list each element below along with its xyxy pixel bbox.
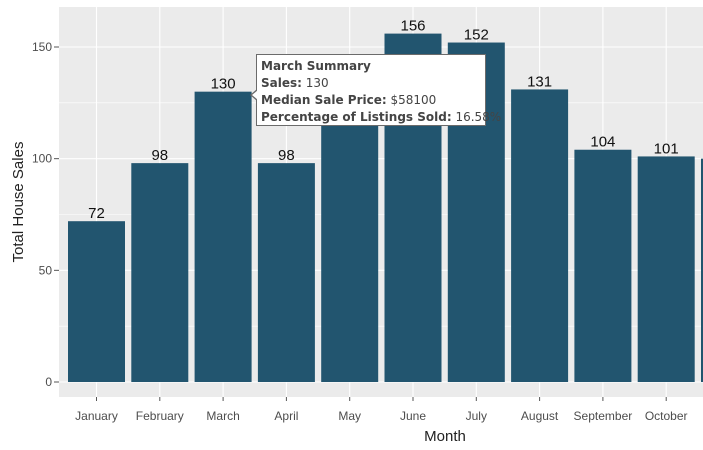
bar-value-label: 131 [527, 73, 552, 90]
hover-tooltip: March Summary Sales: 130 Median Sale Pri… [250, 54, 501, 126]
bar-march[interactable] [194, 91, 252, 383]
x-tick-label: May [338, 409, 361, 423]
y-axis: 0 50 100 150 [32, 40, 59, 389]
value-labels: 729813098141156152131104101 [88, 18, 679, 223]
bar-value-label: 101 [654, 140, 679, 157]
bar-august[interactable] [511, 89, 569, 382]
x-tick-label: April [274, 409, 298, 423]
x-tick-label: October [645, 409, 688, 423]
x-tick-label: September [574, 409, 633, 423]
bar-april[interactable] [257, 163, 315, 382]
x-tick-label: February [136, 409, 184, 423]
tooltip-title: March Summary [261, 59, 371, 73]
bar-value-label: 72 [88, 205, 105, 222]
x-tick-label: July [466, 409, 487, 423]
bar-value-label: 156 [400, 18, 425, 35]
y-tick-label: 0 [45, 375, 52, 389]
tooltip-median-label: Median Sale Price: [261, 93, 387, 107]
bar-value-label: 104 [590, 134, 615, 151]
bar-value-label: 130 [211, 76, 236, 93]
x-tick-label: March [206, 409, 239, 423]
y-tick-label: 150 [32, 40, 52, 54]
y-tick-label: 50 [39, 263, 53, 277]
tooltip-median-value: $58100 [390, 93, 437, 107]
y-tick-label: 100 [32, 152, 52, 166]
y-axis-title: Total House Sales [10, 142, 27, 263]
bar-october[interactable] [637, 156, 695, 382]
bar-value-label: 98 [278, 147, 295, 164]
bar-september[interactable] [574, 149, 632, 382]
bar-value-label: 152 [464, 27, 489, 44]
x-tick-label: June [400, 409, 426, 423]
bar-value-label: 98 [151, 147, 168, 164]
tooltip-pct-value: 16.58% [455, 110, 502, 124]
x-axis: January February March April May June July Augu… [75, 397, 688, 423]
x-tick-label: August [521, 409, 559, 423]
bar-february[interactable] [131, 163, 189, 382]
bars [68, 33, 703, 383]
x-axis-title: Month [424, 428, 466, 445]
x-tick-label: January [75, 409, 118, 423]
bar-november[interactable] [701, 158, 703, 382]
tooltip-sales-value: 130 [305, 76, 329, 90]
tooltip-pct-label: Percentage of Listings Sold: [261, 110, 452, 124]
bar-january[interactable] [68, 221, 125, 382]
tooltip-arrow-inner [252, 90, 258, 100]
tooltip-sales-label: Sales: [261, 76, 302, 90]
